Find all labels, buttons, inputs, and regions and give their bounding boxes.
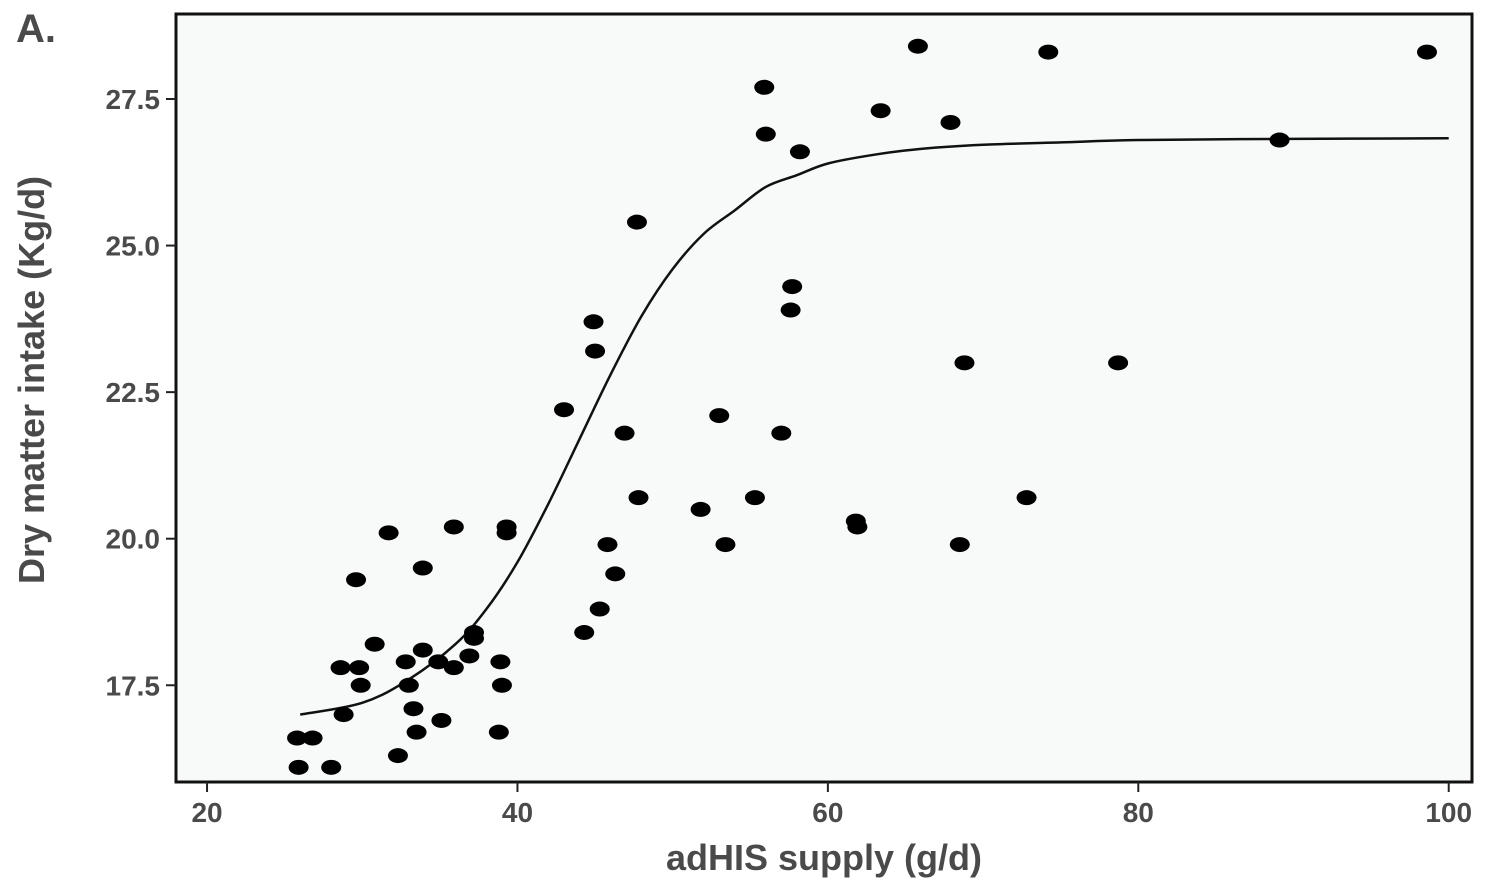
- y-tick-label: 17.5: [106, 670, 161, 701]
- x-axis-title: adHIS supply (g/d): [666, 837, 982, 878]
- data-point: [847, 519, 868, 535]
- data-point: [1016, 490, 1037, 506]
- y-axis-ticks: 17.5 20.0 22.5 25.0 27.5: [106, 84, 176, 701]
- data-point: [346, 572, 367, 588]
- data-point: [302, 730, 323, 746]
- data-point: [490, 654, 511, 670]
- data-point: [378, 525, 399, 541]
- data-point: [488, 724, 509, 740]
- y-tick-label: 25.0: [106, 231, 161, 262]
- panel-label: A.: [16, 7, 56, 51]
- data-point: [583, 314, 604, 330]
- data-point: [288, 759, 309, 775]
- data-point: [715, 537, 736, 553]
- data-point: [1269, 132, 1290, 148]
- data-point: [412, 560, 433, 576]
- x-tick-label: 20: [191, 797, 222, 828]
- data-point: [709, 408, 730, 424]
- data-point: [364, 636, 385, 652]
- x-tick-label: 100: [1425, 797, 1472, 828]
- data-point: [771, 425, 792, 441]
- data-point: [428, 654, 449, 670]
- data-point: [287, 730, 308, 746]
- data-point: [443, 519, 464, 535]
- data-point: [431, 712, 452, 728]
- data-point: [789, 144, 810, 160]
- data-point: [597, 537, 618, 553]
- data-point: [403, 701, 424, 717]
- data-point: [443, 660, 464, 676]
- x-tick-label: 80: [1123, 797, 1154, 828]
- data-point: [1108, 355, 1129, 371]
- data-point: [614, 425, 635, 441]
- data-point: [554, 402, 575, 418]
- data-point: [350, 677, 371, 693]
- data-point: [398, 677, 419, 693]
- data-point: [628, 490, 649, 506]
- fit-curve-layer: [299, 137, 1449, 716]
- plot-area: [174, 12, 1474, 784]
- data-point: [395, 654, 416, 670]
- data-point: [782, 279, 803, 295]
- data-point: [780, 302, 801, 318]
- data-point: [387, 748, 408, 764]
- data-point: [491, 677, 512, 693]
- data-point: [459, 648, 480, 664]
- data-point: [949, 537, 970, 553]
- y-tick-label: 20.0: [106, 524, 161, 555]
- data-point: [412, 642, 433, 658]
- points-layer: [287, 38, 1437, 775]
- data-point: [321, 759, 342, 775]
- data-point: [1416, 44, 1437, 60]
- data-point: [870, 103, 891, 119]
- data-point: [626, 214, 647, 230]
- data-point: [330, 660, 351, 676]
- x-axis-ticks: 20 40 60 80 100: [191, 782, 1472, 828]
- data-point: [464, 630, 485, 646]
- data-point: [605, 566, 626, 582]
- data-point: [333, 707, 354, 723]
- data-point: [940, 114, 961, 130]
- data-point: [755, 126, 776, 142]
- data-point: [406, 724, 427, 740]
- fit-curve: [299, 137, 1449, 716]
- data-point: [907, 38, 928, 54]
- data-point: [585, 343, 606, 359]
- y-axis-title: Dry matter intake (Kg/d): [11, 176, 52, 584]
- data-point: [754, 79, 775, 95]
- x-tick-label: 60: [812, 797, 843, 828]
- data-point: [574, 625, 595, 641]
- data-point: [954, 355, 975, 371]
- y-tick-label: 27.5: [106, 84, 161, 115]
- y-tick-label: 22.5: [106, 377, 161, 408]
- data-point: [496, 525, 517, 541]
- data-point: [744, 490, 765, 506]
- data-point: [1038, 44, 1059, 60]
- x-tick-label: 40: [502, 797, 533, 828]
- data-point: [589, 601, 610, 617]
- data-point: [349, 660, 370, 676]
- data-point: [690, 501, 711, 517]
